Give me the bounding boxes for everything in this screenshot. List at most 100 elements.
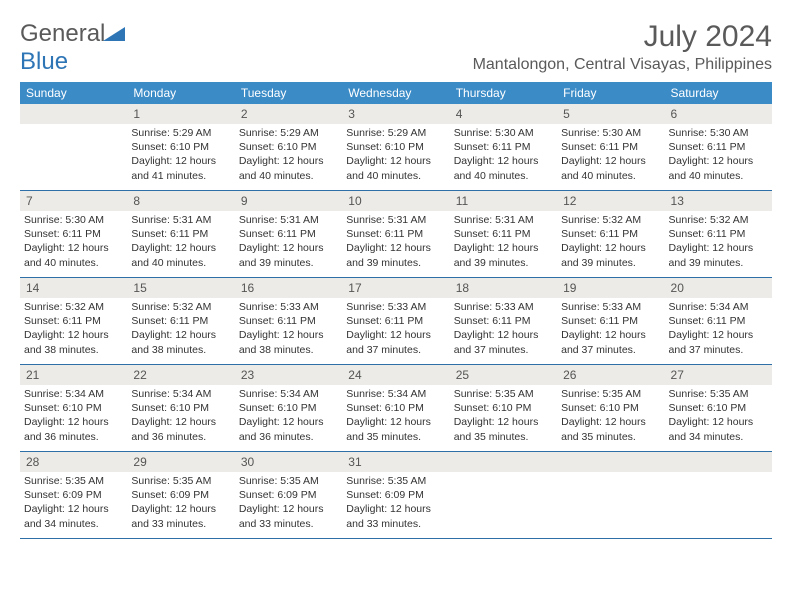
day-number: 2: [235, 104, 342, 124]
day-cell: 6Sunrise: 5:30 AMSunset: 6:11 PMDaylight…: [665, 104, 772, 190]
day-detail: Sunrise: 5:32 AMSunset: 6:11 PMDaylight:…: [20, 298, 127, 361]
daylight-text: Daylight: 12 hours and 35 minutes.: [561, 415, 660, 443]
weekday-label: Tuesday: [235, 82, 342, 104]
daylight-text: Daylight: 12 hours and 40 minutes.: [24, 241, 123, 269]
sunrise-text: Sunrise: 5:34 AM: [346, 387, 445, 401]
day-cell: 20Sunrise: 5:34 AMSunset: 6:11 PMDayligh…: [665, 278, 772, 364]
day-number: 29: [127, 452, 234, 472]
sunrise-text: Sunrise: 5:35 AM: [561, 387, 660, 401]
sunset-text: Sunset: 6:11 PM: [239, 227, 338, 241]
day-number: 5: [557, 104, 664, 124]
sunrise-text: Sunrise: 5:35 AM: [24, 474, 123, 488]
sunrise-text: Sunrise: 5:31 AM: [239, 213, 338, 227]
day-detail: Sunrise: 5:35 AMSunset: 6:09 PMDaylight:…: [342, 472, 449, 535]
daylight-text: Daylight: 12 hours and 37 minutes.: [561, 328, 660, 356]
month-title: July 2024: [473, 20, 772, 54]
daylight-text: Daylight: 12 hours and 34 minutes.: [24, 502, 123, 530]
day-cell: [557, 452, 664, 538]
sunset-text: Sunset: 6:10 PM: [454, 401, 553, 415]
day-detail: Sunrise: 5:29 AMSunset: 6:10 PMDaylight:…: [342, 124, 449, 187]
weekday-label: Monday: [127, 82, 234, 104]
day-number: 12: [557, 191, 664, 211]
sunrise-text: Sunrise: 5:32 AM: [24, 300, 123, 314]
day-cell: 9 Sunrise: 5:31 AMSunset: 6:11 PMDaylight…: [235, 191, 342, 277]
daylight-text: Daylight: 12 hours and 38 minutes.: [239, 328, 338, 356]
day-number: 17: [342, 278, 449, 298]
sunrise-text: Sunrise: 5:33 AM: [561, 300, 660, 314]
daylight-text: Daylight: 12 hours and 40 minutes.: [669, 154, 768, 182]
day-detail: Sunrise: 5:34 AMSunset: 6:10 PMDaylight:…: [127, 385, 234, 448]
day-detail: Sunrise: 5:33 AMSunset: 6:11 PMDaylight:…: [557, 298, 664, 361]
day-detail: Sunrise: 5:32 AMSunset: 6:11 PMDaylight:…: [557, 211, 664, 274]
day-cell: 8Sunrise: 5:31 AMSunset: 6:11 PMDaylight…: [127, 191, 234, 277]
sunset-text: Sunset: 6:10 PM: [346, 140, 445, 154]
sunrise-text: Sunrise: 5:33 AM: [346, 300, 445, 314]
daylight-text: Daylight: 12 hours and 40 minutes.: [454, 154, 553, 182]
day-number: 21: [20, 365, 127, 385]
sunrise-text: Sunrise: 5:35 AM: [454, 387, 553, 401]
day-detail: Sunrise: 5:35 AMSunset: 6:09 PMDaylight:…: [127, 472, 234, 535]
sunrise-text: Sunrise: 5:32 AM: [561, 213, 660, 227]
day-detail: Sunrise: 5:34 AMSunset: 6:10 PMDaylight:…: [20, 385, 127, 448]
day-number: [450, 452, 557, 472]
day-number: 9: [235, 191, 342, 211]
day-detail: Sunrise: 5:33 AMSunset: 6:11 PMDaylight:…: [450, 298, 557, 361]
sunrise-text: Sunrise: 5:29 AM: [346, 126, 445, 140]
day-detail: Sunrise: 5:35 AMSunset: 6:10 PMDaylight:…: [450, 385, 557, 448]
day-number: 25: [450, 365, 557, 385]
day-cell: 3Sunrise: 5:29 AMSunset: 6:10 PMDaylight…: [342, 104, 449, 190]
sunset-text: Sunset: 6:09 PM: [131, 488, 230, 502]
day-detail: Sunrise: 5:35 AMSunset: 6:09 PMDaylight:…: [235, 472, 342, 535]
daylight-text: Daylight: 12 hours and 33 minutes.: [131, 502, 230, 530]
daylight-text: Daylight: 12 hours and 40 minutes.: [346, 154, 445, 182]
day-number: 15: [127, 278, 234, 298]
day-number: 24: [342, 365, 449, 385]
day-cell: 17Sunrise: 5:33 AMSunset: 6:11 PMDayligh…: [342, 278, 449, 364]
weekday-header-row: Sunday Monday Tuesday Wednesday Thursday…: [20, 82, 772, 104]
sunset-text: Sunset: 6:10 PM: [131, 401, 230, 415]
brand-logo: General Blue: [20, 20, 125, 76]
day-number: 26: [557, 365, 664, 385]
day-number: 4: [450, 104, 557, 124]
day-cell: [665, 452, 772, 538]
day-cell: 10Sunrise: 5:31 AMSunset: 6:11 PMDayligh…: [342, 191, 449, 277]
day-number: 14: [20, 278, 127, 298]
day-detail: Sunrise: 5:34 AMSunset: 6:11 PMDaylight:…: [665, 298, 772, 361]
day-cell: 26Sunrise: 5:35 AMSunset: 6:10 PMDayligh…: [557, 365, 664, 451]
day-number: 30: [235, 452, 342, 472]
sunrise-text: Sunrise: 5:30 AM: [561, 126, 660, 140]
day-detail: Sunrise: 5:34 AMSunset: 6:10 PMDaylight:…: [342, 385, 449, 448]
day-cell: 31Sunrise: 5:35 AMSunset: 6:09 PMDayligh…: [342, 452, 449, 538]
daylight-text: Daylight: 12 hours and 40 minutes.: [131, 241, 230, 269]
daylight-text: Daylight: 12 hours and 39 minutes.: [239, 241, 338, 269]
sunrise-text: Sunrise: 5:31 AM: [346, 213, 445, 227]
day-detail: Sunrise: 5:34 AMSunset: 6:10 PMDaylight:…: [235, 385, 342, 448]
sunset-text: Sunset: 6:11 PM: [561, 227, 660, 241]
day-cell: 5Sunrise: 5:30 AMSunset: 6:11 PMDaylight…: [557, 104, 664, 190]
day-detail: Sunrise: 5:35 AMSunset: 6:10 PMDaylight:…: [665, 385, 772, 448]
sunset-text: Sunset: 6:10 PM: [239, 401, 338, 415]
daylight-text: Daylight: 12 hours and 38 minutes.: [131, 328, 230, 356]
brand-part2: Blue: [20, 48, 68, 75]
day-detail: Sunrise: 5:33 AMSunset: 6:11 PMDaylight:…: [235, 298, 342, 361]
day-detail: Sunrise: 5:33 AMSunset: 6:11 PMDaylight:…: [342, 298, 449, 361]
day-number: 31: [342, 452, 449, 472]
day-number: 13: [665, 191, 772, 211]
daylight-text: Daylight: 12 hours and 38 minutes.: [24, 328, 123, 356]
daylight-text: Daylight: 12 hours and 35 minutes.: [346, 415, 445, 443]
day-cell: 16Sunrise: 5:33 AMSunset: 6:11 PMDayligh…: [235, 278, 342, 364]
daylight-text: Daylight: 12 hours and 39 minutes.: [454, 241, 553, 269]
day-detail: Sunrise: 5:35 AMSunset: 6:10 PMDaylight:…: [557, 385, 664, 448]
sunset-text: Sunset: 6:11 PM: [131, 227, 230, 241]
day-cell: 13Sunrise: 5:32 AMSunset: 6:11 PMDayligh…: [665, 191, 772, 277]
day-number: 1: [127, 104, 234, 124]
daylight-text: Daylight: 12 hours and 39 minutes.: [346, 241, 445, 269]
day-number: 23: [235, 365, 342, 385]
sunset-text: Sunset: 6:11 PM: [24, 314, 123, 328]
day-cell: 28Sunrise: 5:35 AMSunset: 6:09 PMDayligh…: [20, 452, 127, 538]
daylight-text: Daylight: 12 hours and 34 minutes.: [669, 415, 768, 443]
sunrise-text: Sunrise: 5:35 AM: [669, 387, 768, 401]
sunrise-text: Sunrise: 5:35 AM: [131, 474, 230, 488]
daylight-text: Daylight: 12 hours and 37 minutes.: [346, 328, 445, 356]
day-cell: 4Sunrise: 5:30 AMSunset: 6:11 PMDaylight…: [450, 104, 557, 190]
